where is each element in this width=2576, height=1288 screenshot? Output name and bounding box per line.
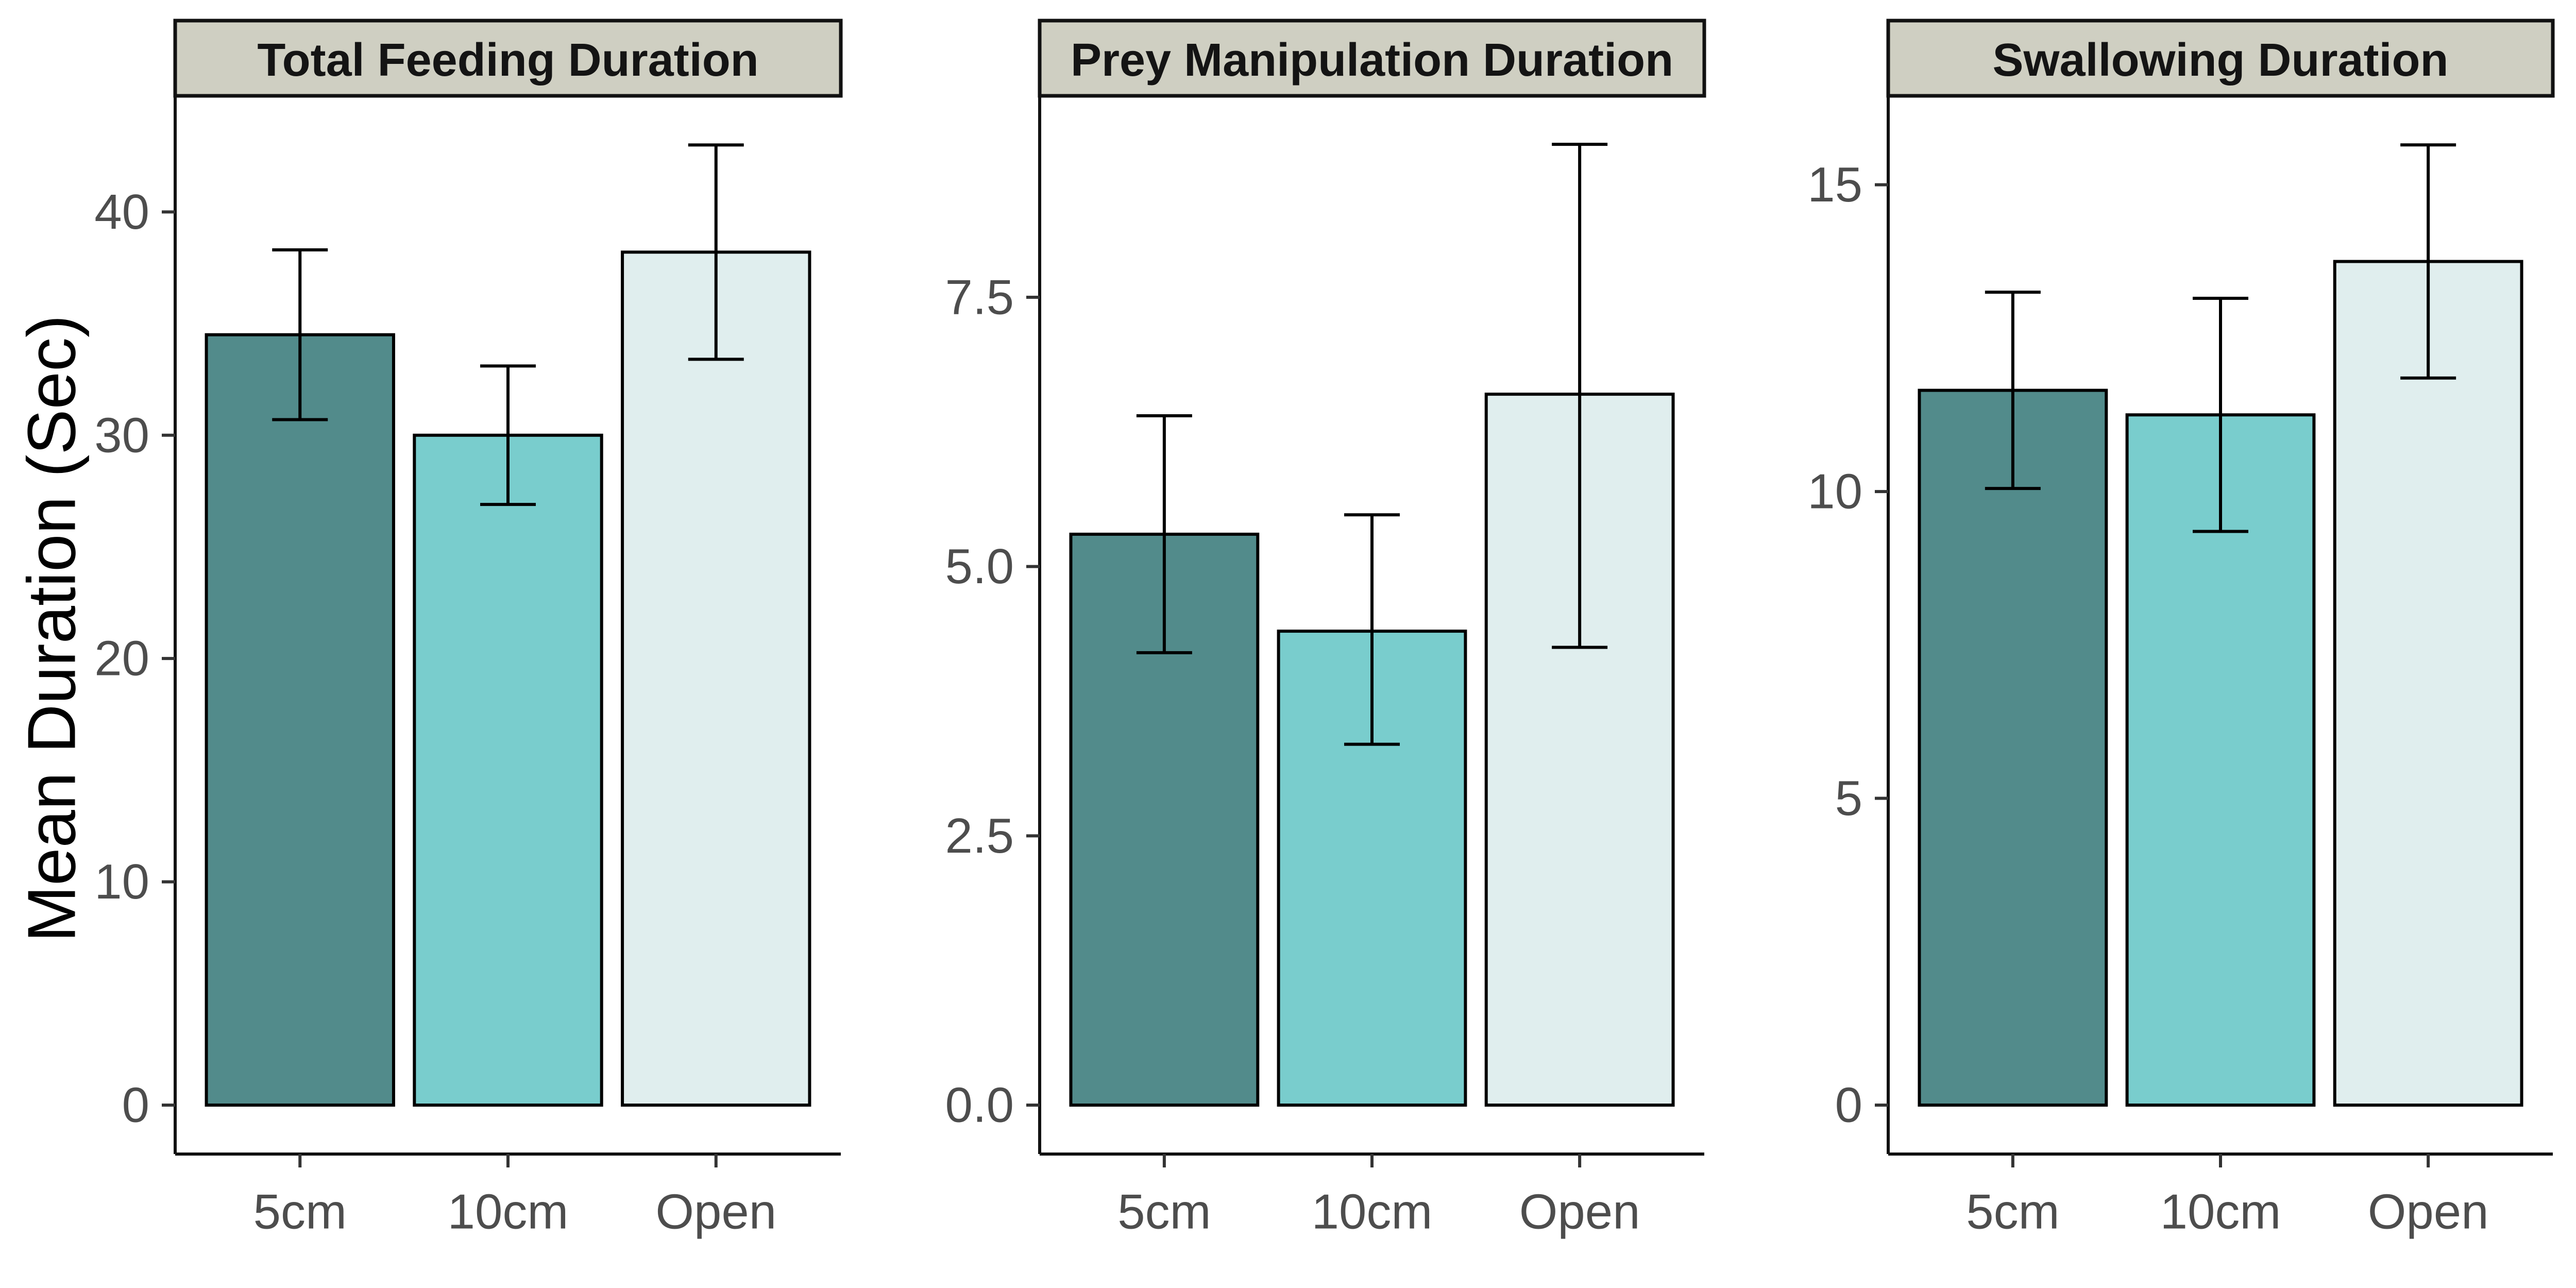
x-tick-label: 10cm [448, 1184, 569, 1240]
x-tick-label: 5cm [253, 1184, 347, 1240]
y-tick-label: 20 [94, 631, 149, 686]
y-tick-label: 15 [1807, 157, 1862, 212]
bar-5cm [205, 333, 395, 1107]
y-tick-label: 0.0 [945, 1078, 1014, 1133]
y-tick-label: 10 [1807, 464, 1862, 519]
y-tick-label: 5 [1835, 771, 1862, 826]
panel-strip [173, 19, 843, 98]
bar-Open [621, 250, 811, 1107]
panels: Total Feeding Duration 0 10 20 30 40 5cm 10cm Op… [94, 19, 2555, 1240]
x-tick-label: Open [1519, 1184, 1640, 1240]
panel-title: Total Feeding Duration [257, 35, 758, 86]
panel-title: Prey Manipulation Duration [1071, 35, 1673, 86]
panel-strip [1038, 19, 1706, 98]
y-tick-label: 40 [94, 184, 149, 240]
y-tick-label: 5.0 [945, 539, 1014, 594]
panel-1: Total Feeding Duration 0 10 20 30 40 5cm 10cm Op… [94, 19, 843, 1240]
x-tick-label: Open [2368, 1184, 2489, 1240]
panel-strip [1886, 19, 2555, 98]
x-tick-label: 10cm [2160, 1184, 2281, 1240]
bar-Open [2333, 260, 2523, 1107]
x-tick-label: 10cm [1312, 1184, 1433, 1240]
panel-2: Prey Manipulation Duration 0.0 2.5 5.0 7.5 5c… [945, 19, 1706, 1240]
x-tick-label: 5cm [1966, 1184, 2059, 1240]
x-tick-label: 5cm [1117, 1184, 1211, 1240]
y-tick-label: 2.5 [945, 808, 1014, 863]
y-axis-label: Mean Duration (Sec) [14, 315, 90, 942]
y-tick-label: 0 [122, 1078, 149, 1133]
panel-title: Swallowing Duration [1992, 35, 2448, 86]
y-tick-label: 10 [94, 854, 149, 909]
x-tick-label: Open [655, 1184, 776, 1240]
y-tick-label: 0 [1835, 1078, 1862, 1133]
y-tick-label: 7.5 [945, 269, 1014, 325]
bar-10cm [413, 433, 603, 1107]
bar-5cm [1918, 388, 2108, 1107]
y-tick-label: 30 [94, 408, 149, 463]
panel-3: Swallowing Duration 0 5 10 15 5cm 10cm Open [1807, 19, 2555, 1240]
